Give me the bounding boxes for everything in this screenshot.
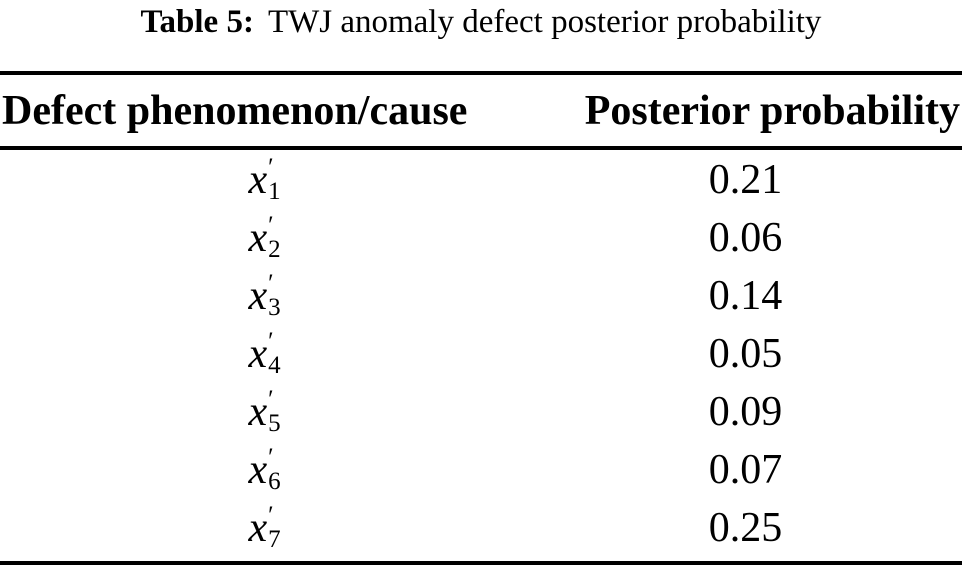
- table-row: x ′ 1 0.21: [0, 151, 962, 209]
- table-caption-label: Table 5:: [140, 4, 254, 40]
- math-var: x: [248, 331, 268, 377]
- math-symbol-x4: x ′ 4: [248, 328, 281, 379]
- math-scripts: ′ 4: [268, 328, 281, 379]
- defect-symbol-cell: x ′ 2: [0, 212, 529, 263]
- math-var: x: [248, 505, 268, 551]
- prime-mark: ′: [268, 386, 274, 414]
- table-rule-mid: [0, 146, 962, 150]
- posterior-probability-value: 0.14: [708, 273, 783, 319]
- subscript: 3: [268, 294, 281, 321]
- subscript: 6: [268, 468, 281, 495]
- table-row: x ′ 6 0.07: [0, 441, 962, 499]
- math-scripts: ′ 3: [268, 270, 281, 321]
- math-scripts: ′ 7: [268, 502, 281, 553]
- table-rule-bottom: [0, 561, 962, 565]
- table-row: x ′ 7 0.25: [0, 499, 962, 557]
- posterior-probability-value: 0.07: [708, 447, 783, 493]
- math-symbol-x5: x ′ 5: [248, 386, 281, 437]
- math-scripts: ′ 5: [268, 386, 281, 437]
- math-var: x: [248, 389, 268, 435]
- posterior-probability-value: 0.25: [708, 505, 783, 551]
- math-symbol-x6: x ′ 6: [248, 444, 281, 495]
- table-rule-top: [0, 71, 962, 75]
- table-header-row: Defect phenomenon/cause Posterior probab…: [0, 75, 962, 146]
- subscript: 7: [268, 526, 281, 553]
- prime-mark: ′: [268, 270, 274, 298]
- math-symbol-x7: x ′ 7: [248, 502, 281, 553]
- table-caption-title: TWJ anomaly defect posterior probability: [267, 4, 822, 40]
- prime-mark: ′: [268, 328, 274, 356]
- math-var: x: [248, 273, 268, 319]
- defect-symbol-cell: x ′ 1: [0, 154, 529, 205]
- prime-mark: ′: [268, 444, 274, 472]
- prime-mark: ′: [268, 212, 274, 240]
- math-scripts: ′ 6: [268, 444, 281, 495]
- column-header-probability: Posterior probability: [584, 87, 960, 134]
- defect-symbol-cell: x ′ 6: [0, 444, 529, 495]
- table-row: x ′ 4 0.05: [0, 325, 962, 383]
- defect-symbol-cell: x ′ 7: [0, 502, 529, 553]
- subscript: 1: [268, 178, 281, 205]
- posterior-probability-value: 0.06: [708, 215, 783, 261]
- table-row: x ′ 2 0.06: [0, 209, 962, 267]
- column-header-defect: Defect phenomenon/cause: [2, 87, 468, 134]
- table-body: x ′ 1 0.21 x ′ 2 0.06 x ′ 3 0.14 x ′ 4 0.05 x ′ 5: [0, 151, 962, 557]
- defect-symbol-cell: x ′ 4: [0, 328, 529, 379]
- math-symbol-x3: x ′ 3: [248, 270, 281, 321]
- posterior-probability-value: 0.05: [708, 331, 783, 377]
- math-symbol-x1: x ′ 1: [248, 154, 281, 205]
- prime-mark: ′: [268, 502, 274, 530]
- table-row: x ′ 5 0.09: [0, 383, 962, 441]
- defect-symbol-cell: x ′ 3: [0, 270, 529, 321]
- math-var: x: [248, 157, 268, 203]
- subscript: 4: [268, 352, 281, 379]
- prime-mark: ′: [268, 154, 274, 182]
- posterior-probability-value: 0.21: [708, 157, 783, 203]
- math-var: x: [248, 447, 268, 493]
- math-var: x: [248, 215, 268, 261]
- subscript: 2: [268, 236, 281, 263]
- defect-symbol-cell: x ′ 5: [0, 386, 529, 437]
- table-caption: Table 5: TWJ anomaly defect posterior pro…: [0, 4, 962, 41]
- table-row: x ′ 3 0.14: [0, 267, 962, 325]
- posterior-probability-value: 0.09: [708, 389, 783, 435]
- math-symbol-x2: x ′ 2: [248, 212, 281, 263]
- math-scripts: ′ 2: [268, 212, 281, 263]
- subscript: 5: [268, 410, 281, 437]
- math-scripts: ′ 1: [268, 154, 281, 205]
